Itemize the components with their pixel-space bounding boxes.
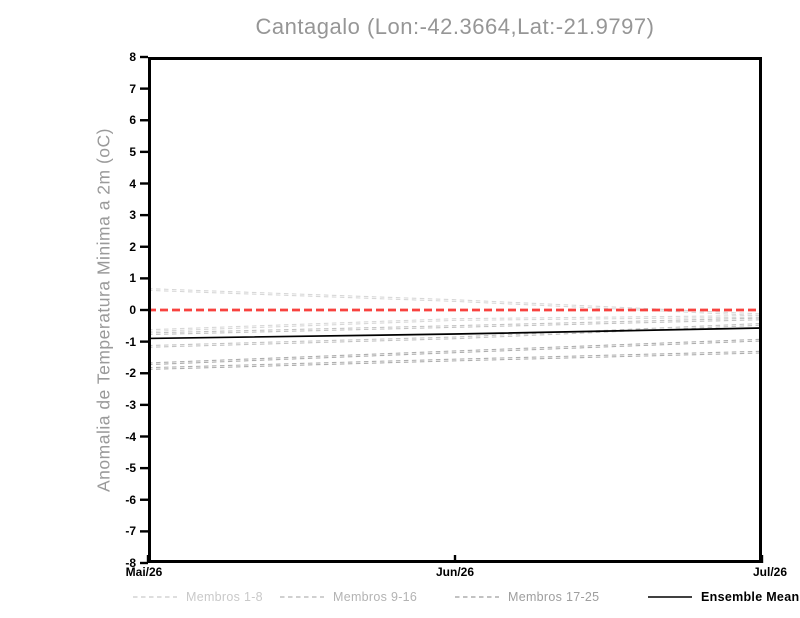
legend-line-sample: [133, 596, 177, 598]
legend-label: Membros 9-16: [333, 590, 418, 604]
legend-item-membros-9-16: Membros 9-16: [280, 589, 417, 605]
member-line: [147, 289, 763, 317]
legend-label: Membros 1-8: [186, 590, 263, 604]
chart-title: Cantagalo (Lon:-42.3664,Lat:-21.9797): [255, 14, 655, 39]
legend-label: Ensemble Mean: [701, 590, 800, 604]
y-tick-label: 5: [129, 144, 136, 159]
member-line: [147, 322, 763, 347]
legend-line-sample: [280, 596, 324, 598]
y-tick-label: 2: [129, 239, 136, 254]
y-tick-label: 8: [129, 50, 136, 64]
y-tick-label: -1: [125, 334, 136, 349]
y-tick-label: -3: [125, 397, 136, 412]
y-tick-label: 4: [129, 176, 136, 191]
legend-label: Membros 17-25: [508, 590, 600, 604]
legend-item-membros-17-25: Membros 17-25: [455, 589, 599, 605]
ensemble-mean-line: [147, 327, 763, 340]
y-tick-label: 1: [129, 271, 136, 286]
member-line: [147, 340, 763, 366]
y-tick-label: -2: [125, 366, 136, 381]
y-tick-label: 0: [129, 303, 136, 317]
x-tick-label: Mai/26: [125, 565, 163, 579]
y-tick-label: -5: [125, 461, 136, 476]
legend-line-sample: [648, 596, 692, 598]
x-tick-label: Jul/26: [752, 565, 788, 579]
y-tick-label: 3: [129, 208, 136, 223]
y-tick-label: -6: [125, 492, 136, 507]
member-line: [147, 317, 763, 334]
legend-item-membros-1-8: Membros 1-8: [133, 589, 263, 605]
member-line: [147, 316, 763, 333]
y-tick-label: -8: [125, 556, 136, 570]
member-line: [147, 352, 763, 370]
y-tick-label: -4: [125, 429, 136, 444]
member-line: [147, 319, 763, 336]
legend-item-ensemble-mean: Ensemble Mean: [648, 589, 799, 605]
y-tick-label: -7: [125, 524, 136, 539]
x-tick-label: Jun/26: [435, 565, 474, 579]
y-tick-label: 6: [129, 113, 136, 128]
legend-line-sample: [455, 596, 499, 598]
member-line: [147, 314, 763, 331]
member-line: [147, 338, 763, 364]
member-line: [147, 324, 763, 348]
chart-legend: Membros 1-8 Membros 9-16 Membros 17-25 Ense…: [0, 589, 800, 609]
y-tick-label: 7: [129, 81, 136, 96]
member-line: [147, 350, 763, 369]
